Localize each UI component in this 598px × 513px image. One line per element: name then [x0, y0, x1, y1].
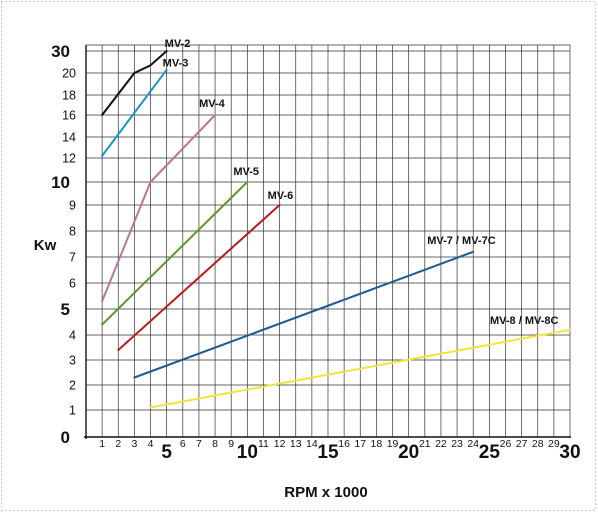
series-label-mv-6: MV-6: [268, 190, 294, 202]
y-tick-label: 7: [69, 251, 76, 265]
x-tick-label: 25: [479, 442, 501, 463]
series-label-mv-4: MV-4: [199, 98, 226, 110]
x-axis-label: RPM x 1000: [284, 484, 367, 501]
y-tick-label: 9: [69, 199, 76, 213]
y-tick-label: 4: [69, 329, 76, 343]
x-tick-label: 15: [317, 442, 339, 463]
series-line-mv-6: [117, 204, 281, 351]
x-tick-label: 5: [161, 442, 172, 463]
x-tick-label: 22: [435, 438, 447, 450]
series-label-mv-7-mv-7c: MV-7 / MV-7C: [427, 235, 496, 247]
series-label-mv-5: MV-5: [233, 166, 259, 178]
series-line-mv-8-mv-8c: [149, 328, 571, 409]
x-tick-label: 2: [115, 438, 121, 450]
y-tick-label: 12: [62, 152, 76, 166]
series-lines: [101, 50, 571, 409]
x-tick-label: 28: [532, 438, 544, 450]
x-tick-label: 20: [398, 442, 419, 463]
x-tick-label: 30: [559, 442, 580, 463]
y-tick-label: 1: [69, 404, 76, 418]
series-labels: MV-2 MV-3 MV-4 MV-5 MV-6 MV-7 / MV-7C MV-8 / M…: [163, 38, 559, 327]
y-tick-label: 16: [62, 109, 76, 123]
y-tick-label: 14: [62, 131, 76, 145]
y-tick-label: 30: [51, 42, 70, 61]
x-tick-label: 6: [180, 438, 186, 450]
x-tick-label: 19: [387, 438, 399, 450]
y-tick-label: 10: [51, 173, 70, 192]
series-label-mv-2: MV-2: [165, 38, 191, 50]
x-tick-label: 21: [419, 438, 431, 450]
x-tick-label: 13: [290, 438, 302, 450]
series-label-mv-3: MV-3: [163, 58, 189, 70]
series-label-mv-8-mv-8c: MV-8 / MV-8C: [490, 315, 559, 327]
y-tick-label: 5: [61, 300, 70, 319]
y-tick-label: 18: [62, 89, 76, 103]
x-tick-label: 1: [99, 438, 105, 450]
series-line-mv-4: [101, 114, 217, 303]
x-tick-label: 9: [228, 438, 234, 450]
x-tick-label: 14: [306, 438, 318, 450]
series-line-mv-5: [101, 181, 249, 326]
x-tick-label: 11: [258, 438, 269, 450]
y-tick-label: 6: [69, 277, 76, 291]
y-tick-label: 8: [69, 225, 76, 239]
x-tick-label: 18: [371, 438, 383, 450]
x-tick-labels: 1 2 3 4 5 6 7 8 9 10 11 12 13 14 15 16 17 18 19 20 21 22 23 24 2…: [99, 438, 580, 463]
axes: [84, 45, 571, 439]
x-tick-label: 7: [196, 438, 202, 450]
y-tick-label: 3: [69, 354, 76, 368]
x-tick-label: 17: [354, 438, 366, 450]
x-tick-label: 8: [212, 438, 218, 450]
series-line-mv-7-mv-7c: [133, 250, 475, 379]
series-line-mv-3: [101, 68, 168, 157]
y-axis-label: Kw: [34, 237, 57, 254]
x-tick-label: 16: [338, 438, 350, 450]
x-tick-label: 10: [237, 442, 258, 463]
grid: [85, 44, 571, 438]
y-tick-label: 0: [61, 428, 70, 447]
x-tick-label: 24: [467, 438, 479, 450]
x-tick-label: 27: [516, 438, 528, 450]
x-tick-label: 23: [451, 438, 463, 450]
series-line-mv-2: [101, 50, 168, 116]
x-tick-label: 26: [500, 438, 512, 450]
x-tick-label: 12: [274, 438, 286, 450]
y-tick-label: 20: [62, 67, 76, 81]
x-tick-label: 3: [131, 438, 137, 450]
x-tick-label: 4: [148, 438, 154, 450]
y-tick-label: 2: [69, 379, 76, 393]
x-tick-label: 29: [548, 438, 560, 450]
